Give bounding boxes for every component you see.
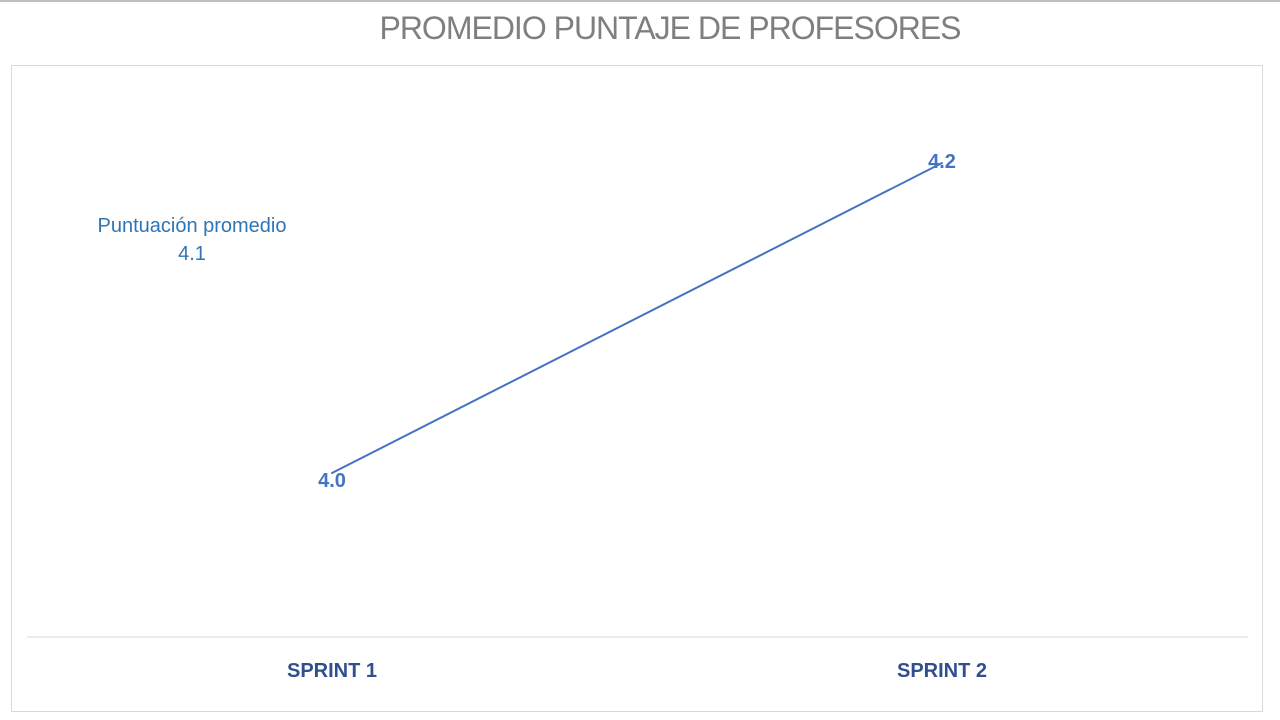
- x-tick-label: SPRINT 1: [287, 660, 377, 682]
- average-annotation-label: Puntuación promedio: [97, 215, 287, 237]
- top-divider: [0, 0, 1280, 2]
- data-label: 4.0: [318, 470, 346, 492]
- plot-area-frame: [11, 65, 1263, 712]
- average-annotation: Puntuación promedio 4.1: [52, 212, 332, 268]
- average-annotation-value: 4.1: [178, 243, 206, 265]
- data-point: [941, 162, 943, 164]
- data-label: 4.2: [928, 151, 956, 173]
- series-line: [331, 162, 943, 474]
- chart-title: PROMEDIO PUNTAJE DE PROFESORES: [379, 10, 961, 46]
- x-tick-label: SPRINT 2: [897, 660, 987, 682]
- data-point: [331, 472, 333, 474]
